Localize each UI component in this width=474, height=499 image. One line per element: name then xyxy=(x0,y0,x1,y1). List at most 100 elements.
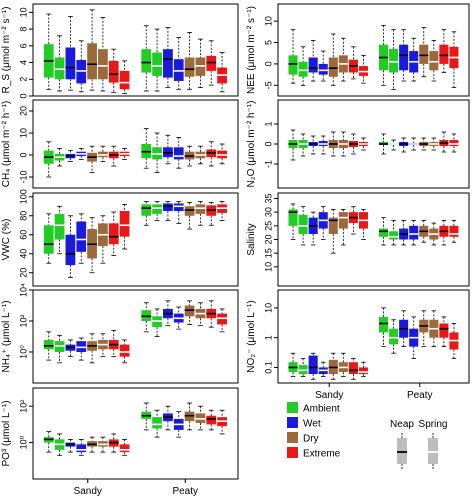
box-body xyxy=(195,57,206,76)
box-peaty-wet-spring xyxy=(409,219,419,246)
box-sandy-ambient-spring xyxy=(54,205,65,255)
y-tick-label: 1 xyxy=(263,121,273,126)
box-peaty-dry-spring xyxy=(429,222,439,246)
y-tick-label: -1 xyxy=(263,160,273,168)
box-body xyxy=(108,60,119,83)
box-body xyxy=(87,43,97,80)
box-peaty-dry-spring xyxy=(195,302,206,327)
box-peaty-extreme-spring xyxy=(217,308,227,333)
box-sandy-ambient-spring xyxy=(298,133,308,157)
box-sandy-ambient-neap xyxy=(288,29,298,84)
box-sandy-extreme-neap xyxy=(108,145,119,167)
box-peaty-ambient-neap xyxy=(141,128,152,169)
y-tick-label: 0 xyxy=(18,93,28,98)
y-tick-label: -5 xyxy=(263,81,273,89)
box-sandy-wet-spring xyxy=(76,40,87,93)
y-axis-label: NO₂⁻ (μmol L⁻¹) xyxy=(246,300,257,372)
box-peaty-extreme-spring xyxy=(449,323,459,359)
legend-swatch-dry xyxy=(287,432,298,443)
box-body xyxy=(308,57,318,73)
legend-label-dry: Dry xyxy=(303,434,319,445)
box-peaty-wet-neap xyxy=(163,405,173,431)
panel-frame xyxy=(277,3,470,97)
box-sandy-wet-neap xyxy=(65,215,76,278)
y-axis-label: R_S (μmol m⁻² s⁻¹) xyxy=(1,7,12,94)
legend-swatch-extreme xyxy=(287,447,298,458)
box-peaty-extreme-neap xyxy=(206,409,217,431)
box-peaty-extreme-neap xyxy=(206,300,217,328)
box-sandy-dry-spring xyxy=(98,215,108,264)
legend-label-ambient: Ambient xyxy=(303,404,340,415)
y-axis-label: NEE (μmol m⁻² s⁻¹) xyxy=(246,6,257,94)
box-sandy-wet-spring xyxy=(76,213,87,264)
y-tick-label: 10⁰ xyxy=(18,435,28,449)
box-body xyxy=(328,217,338,235)
panel-nh4: 10⁰ 10² 10⁴ NH₄⁺ (μmol L⁻¹) xyxy=(1,283,239,384)
box-peaty-dry-neap xyxy=(184,402,195,431)
box-sandy-ambient-spring xyxy=(54,433,65,456)
y-tick-label: 10⁴ xyxy=(18,283,28,297)
box-peaty-ambient-neap xyxy=(379,217,389,246)
y-tick-label: 20 xyxy=(263,234,273,244)
box-peaty-wet-neap xyxy=(399,310,409,348)
y-tick-label: 10² xyxy=(18,400,28,413)
legend-label-spring: Spring xyxy=(419,419,448,430)
box-body xyxy=(173,147,184,160)
box-sandy-extreme-neap xyxy=(108,48,119,94)
box-peaty-ambient-neap xyxy=(141,402,152,431)
box-peaty-dry-spring xyxy=(429,310,439,348)
y-axis-label: VWC (%) xyxy=(1,219,12,261)
box-sandy-dry-neap xyxy=(328,352,338,380)
y-tick-label: 8 xyxy=(18,27,28,32)
box-sandy-wet-spring xyxy=(76,438,87,456)
box-body xyxy=(163,49,173,78)
box-body xyxy=(298,214,308,235)
y-tick-label: 5 xyxy=(263,40,273,45)
box-body xyxy=(163,203,173,212)
box-body xyxy=(152,204,162,214)
box-sandy-dry-spring xyxy=(98,145,108,163)
panel-no2: 0.1 1 10 NO₂⁻ (μmol L⁻¹) Sandy Peaty xyxy=(246,289,470,401)
box-sandy-wet-spring xyxy=(76,337,87,361)
box-sandy-ambient-neap xyxy=(43,431,54,453)
box-sandy-ambient-spring xyxy=(298,358,308,377)
panel-frame xyxy=(32,387,239,480)
panel-frame xyxy=(32,192,239,287)
box-sandy-ambient-neap xyxy=(43,331,54,361)
box-peaty-extreme-neap xyxy=(206,40,217,86)
y-tick-label: 0 xyxy=(263,141,273,146)
y-tick-label: 10 xyxy=(263,303,273,313)
panel-po3: 10⁰ 10² PO³ (μmol L⁻¹) Sandy Peaty xyxy=(1,387,239,497)
box-sandy-wet-neap xyxy=(308,352,318,380)
legend-treatments: Ambient Wet Dry Extreme xyxy=(287,402,341,460)
box-sandy-wet-neap xyxy=(308,135,318,155)
box-body xyxy=(76,444,87,453)
y-tick-label: 40 xyxy=(18,249,28,259)
panel-rs: 0 2 4 6 8 10 R_S (μmol m⁻² s⁻¹) xyxy=(1,3,239,99)
box-body xyxy=(184,206,195,216)
box-sandy-ambient-spring xyxy=(54,35,65,92)
box-sandy-ambient-spring xyxy=(54,147,65,167)
box-sandy-extreme-neap xyxy=(348,206,358,235)
box-body xyxy=(338,212,348,229)
box-peaty-ambient-spring xyxy=(389,319,399,354)
box-body xyxy=(348,362,358,375)
box-peaty-extreme-spring xyxy=(217,409,227,435)
box-body xyxy=(419,44,429,64)
box-sandy-extreme-spring xyxy=(119,203,130,250)
box-body xyxy=(98,49,108,80)
box-body xyxy=(439,44,449,64)
box-peaty-extreme-spring xyxy=(449,31,459,88)
box-peaty-wet-spring xyxy=(173,136,184,169)
box-peaty-ambient-spring xyxy=(152,308,162,337)
box-sandy-extreme-spring xyxy=(358,54,368,84)
panel-n2o: -1 0 1 N₂O (μmol m⁻² h⁻¹) xyxy=(246,99,470,189)
box-peaty-extreme-neap xyxy=(206,141,217,167)
panel-frame xyxy=(32,3,239,97)
box-sandy-ambient-neap xyxy=(43,213,54,264)
box-body xyxy=(43,225,54,254)
box-peaty-wet-neap xyxy=(163,134,173,165)
box-body xyxy=(54,213,65,240)
box-sandy-dry-spring xyxy=(338,131,348,157)
